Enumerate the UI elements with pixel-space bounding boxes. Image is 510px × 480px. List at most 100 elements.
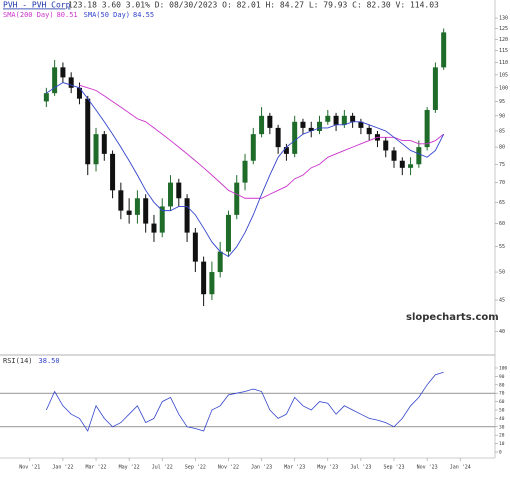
candle-body bbox=[234, 182, 240, 215]
y-tick-label: 110 bbox=[499, 60, 508, 66]
y-tick-label: 75 bbox=[499, 162, 505, 168]
legend-name: SMA(200 Day) bbox=[3, 11, 54, 19]
candle-body bbox=[358, 121, 364, 128]
candle-body bbox=[118, 190, 124, 211]
candle-body bbox=[317, 121, 323, 132]
candle-body bbox=[399, 160, 405, 168]
y-tick-label: 125 bbox=[499, 26, 508, 32]
candle-body bbox=[275, 127, 281, 148]
rsi-y-tick-label: 30 bbox=[499, 424, 505, 430]
candle-body bbox=[110, 153, 116, 191]
x-tick-label: Sep '22 bbox=[185, 465, 206, 471]
x-tick-label: Jul '23 bbox=[350, 465, 371, 471]
y-tick-label: 115 bbox=[499, 48, 508, 54]
candle-body bbox=[43, 93, 49, 102]
rsi-y-tick-label: 60 bbox=[499, 399, 505, 405]
y-tick-label: 65 bbox=[499, 200, 505, 206]
quote: 123.18 3.60 3.01% D: 08/30/2023 O: 82.01… bbox=[68, 1, 439, 10]
x-tick-label: Nov '21 bbox=[19, 465, 40, 471]
x-tick-label: Mar '23 bbox=[284, 465, 305, 471]
rsi-value: 38.50 bbox=[39, 357, 60, 365]
legend-value: 84.55 bbox=[133, 11, 154, 19]
rsi-y-tick-label: 90 bbox=[499, 374, 505, 380]
y-tick-label: 60 bbox=[499, 221, 505, 227]
candle-body bbox=[134, 198, 140, 215]
rsi-name: RSI(14) bbox=[3, 357, 33, 365]
candle-body bbox=[168, 182, 174, 207]
rsi-y-tick-label: 0 bbox=[499, 450, 502, 456]
y-tick-label: 120 bbox=[499, 37, 508, 43]
y-tick-label: 55 bbox=[499, 244, 505, 250]
x-tick-label: May '23 bbox=[317, 465, 338, 471]
y-tick-label: 130 bbox=[499, 16, 508, 22]
candle-body bbox=[350, 115, 356, 122]
candle-body bbox=[292, 121, 298, 154]
y-tick-label: 100 bbox=[499, 85, 508, 91]
candle-body bbox=[267, 115, 273, 128]
candle-body bbox=[68, 77, 74, 88]
candle-body bbox=[52, 67, 58, 94]
candle-body bbox=[333, 115, 339, 125]
candle-body bbox=[259, 115, 265, 135]
rsi-y-tick-label: 80 bbox=[499, 382, 505, 388]
x-tick-label: Jul '22 bbox=[152, 465, 173, 471]
candle-body bbox=[424, 109, 430, 148]
watermark: slopecharts.com bbox=[406, 312, 499, 323]
candle-body bbox=[60, 67, 66, 78]
candle-body bbox=[184, 198, 190, 233]
rsi-y-tick-label: 40 bbox=[499, 416, 505, 422]
candle-body bbox=[341, 115, 347, 125]
candle-body bbox=[101, 134, 107, 154]
legend-value: 80.51 bbox=[57, 11, 78, 19]
x-tick-label: Jan '24 bbox=[450, 465, 471, 471]
x-tick-label: Sep '23 bbox=[383, 465, 404, 471]
candle-body bbox=[441, 32, 447, 68]
candle-body bbox=[432, 67, 438, 110]
rsi-y-tick-label: 100 bbox=[499, 366, 507, 372]
candle-body bbox=[151, 223, 157, 233]
rsi-line bbox=[45, 371, 444, 432]
candle-body bbox=[283, 147, 289, 154]
y-tick-label: 70 bbox=[499, 180, 505, 186]
candle-body bbox=[416, 147, 422, 165]
candle-body bbox=[76, 87, 82, 99]
candle-body bbox=[209, 272, 215, 295]
rsi-y-tick-label: 10 bbox=[499, 441, 505, 447]
sma-line bbox=[46, 82, 445, 258]
candle-body bbox=[126, 210, 132, 215]
x-tick-label: Nov '22 bbox=[218, 465, 239, 471]
candle-body bbox=[201, 261, 207, 295]
candle-body bbox=[176, 182, 182, 199]
candle-body bbox=[159, 206, 165, 233]
candle-body bbox=[366, 127, 372, 135]
x-tick-label: May '22 bbox=[119, 465, 140, 471]
y-tick-label: 80 bbox=[499, 145, 505, 151]
chart-title: PVH - PVH Corp bbox=[3, 1, 71, 10]
candle-body bbox=[408, 164, 414, 168]
candle-body bbox=[217, 251, 223, 273]
candle-body bbox=[143, 198, 149, 224]
rsi-y-tick-label: 50 bbox=[499, 408, 505, 414]
y-tick-label: 45 bbox=[499, 298, 505, 304]
y-tick-label: 95 bbox=[499, 99, 505, 105]
x-tick-label: Jan '22 bbox=[52, 465, 73, 471]
candle-body bbox=[325, 115, 331, 122]
candle-body bbox=[391, 150, 397, 161]
candle-body bbox=[242, 160, 248, 183]
x-tick-label: Jan '23 bbox=[251, 465, 272, 471]
candle-body bbox=[192, 232, 198, 262]
candle-body bbox=[300, 121, 306, 128]
x-tick-label: Nov '23 bbox=[417, 465, 438, 471]
candle-body bbox=[383, 140, 389, 151]
y-tick-label: 40 bbox=[499, 329, 505, 335]
candle-body bbox=[250, 134, 256, 161]
rsi-y-tick-label: 20 bbox=[499, 433, 505, 439]
y-tick-label: 90 bbox=[499, 113, 505, 119]
candle-body bbox=[225, 214, 231, 252]
candle-body bbox=[85, 98, 91, 165]
candle-body bbox=[93, 134, 99, 165]
y-tick-label: 85 bbox=[499, 129, 505, 135]
candle-body bbox=[308, 127, 314, 132]
